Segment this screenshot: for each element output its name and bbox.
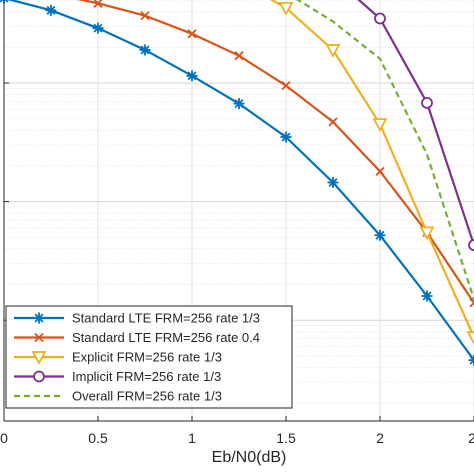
asterisk-marker [374,229,386,241]
x-marker [328,117,338,127]
circle-marker [468,239,474,251]
x-marker [93,0,103,8]
legend-label: Standard LTE FRM=256 rate 0.4 [72,330,260,345]
axes [3,0,474,422]
legend-item: Overall FRM=256 rate 1/3 [14,389,222,404]
asterisk-marker [186,70,198,82]
triangle-marker [372,118,388,133]
x-marker [140,10,150,21]
series-line [296,0,474,300]
asterisk-marker [33,312,45,324]
series-3 [269,0,474,345]
triangle-marker [325,44,341,58]
legend-item: Standard LTE FRM=256 rate 0.4 [14,330,260,345]
tick-labels: 0 0.5 1 1.5 2 2. [0,430,474,446]
asterisk-marker [92,22,104,34]
triangle-marker [278,1,294,16]
x-marker [34,332,44,343]
triangle-marker [31,351,47,365]
x-marker [281,81,291,91]
legend-label: Implicit FRM=256 rate 1/3 [72,369,221,384]
asterisk-marker [233,98,245,110]
x-tick-label: 0 [0,430,8,446]
legend-label: Standard LTE FRM=256 rate 1/3 [72,311,260,326]
x-tick-label: 2. [468,430,474,446]
asterisk-marker [45,4,57,16]
series-4 [357,0,474,251]
circle-marker [421,96,433,109]
legend-label: Overall FRM=256 rate 1/3 [72,389,222,404]
legend-item: Standard LTE FRM=256 rate 1/3 [14,311,260,326]
x-tick-label: 1.5 [276,430,296,446]
x-marker [375,166,385,176]
series-1 [0,0,474,366]
series-5 [296,0,474,300]
triangle-marker [419,226,435,241]
x-tick-label: 2 [376,430,384,446]
plot-series [0,0,474,366]
legend-label: Explicit FRM=256 rate 1/3 [72,350,222,365]
x-axis-label: Eb/N0(dB) [212,449,287,466]
circle-marker [374,12,386,25]
legend: Standard LTE FRM=256 rate 1/3 Standard LT… [5,305,293,409]
x-tick-label: 0.5 [88,430,108,446]
x-tick-label: 1 [188,430,196,446]
asterisk-marker [280,131,292,143]
asterisk-marker [421,290,433,302]
x-marker [469,298,474,308]
x-marker [187,29,197,39]
series-2 [77,0,474,308]
circle-marker [33,370,45,383]
triangle-marker [466,331,474,345]
legend-item: Explicit FRM=256 rate 1/3 [14,350,222,365]
asterisk-marker [327,176,339,188]
legend-item: Implicit FRM=256 rate 1/3 [14,369,221,384]
asterisk-marker [139,44,151,56]
x-marker [234,51,244,61]
